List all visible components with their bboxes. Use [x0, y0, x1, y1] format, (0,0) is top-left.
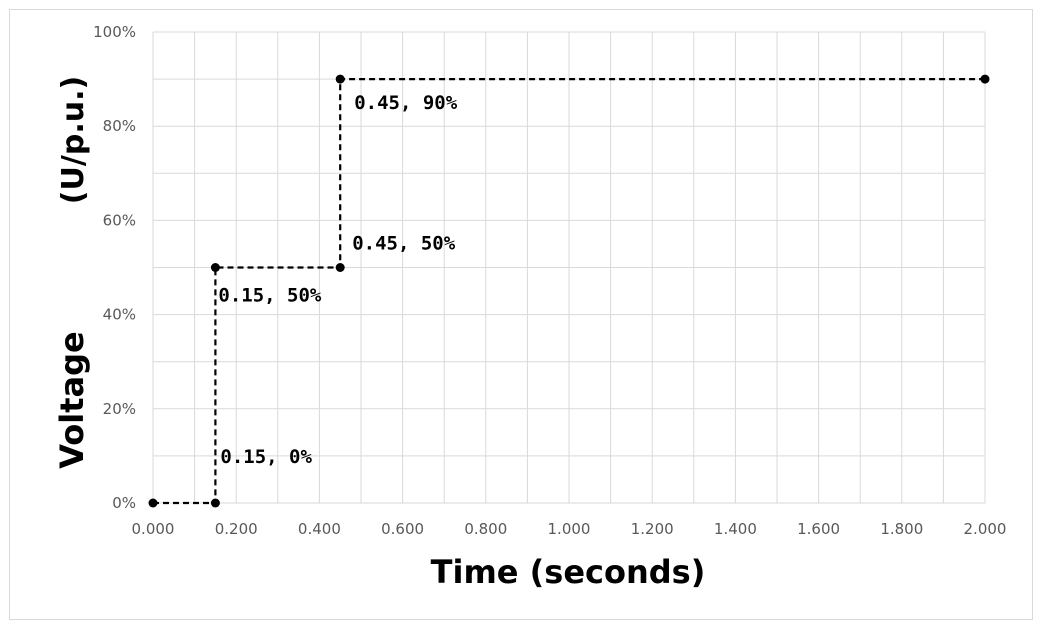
- y-tick-label: 100%: [93, 23, 136, 41]
- data-label: 0.15, 50%: [218, 285, 322, 307]
- x-tick-label: 1.800: [880, 520, 923, 538]
- series-line: [153, 78, 985, 505]
- data-point: [210, 498, 220, 508]
- y-tick-label: 80%: [103, 117, 136, 135]
- y-tick-labels: 0% 20% 40% 60% 80% 100%: [93, 23, 136, 512]
- data-point: [148, 498, 158, 508]
- chart-frame: [9, 9, 1033, 620]
- x-tick-label: 0.400: [298, 520, 341, 538]
- x-tick-label: 0.200: [215, 520, 258, 538]
- y-tick-label: 40%: [103, 306, 136, 324]
- x-tick-labels: 0.000 0.200 0.400 0.600 0.800 1.000 1.200 1.400…: [132, 520, 1007, 538]
- x-tick-label: 0.600: [381, 520, 424, 538]
- data-label: 0.45, 50%: [352, 233, 456, 255]
- x-tick-label: 0.000: [132, 520, 175, 538]
- data-label: 0.15, 0%: [220, 446, 312, 468]
- y-axis-title: Voltage: [53, 331, 91, 468]
- y-tick-label: 20%: [103, 400, 136, 418]
- data-label: 0.45, 90%: [354, 92, 458, 114]
- x-tick-label: 1.400: [714, 520, 757, 538]
- x-tick-label: 0.800: [464, 520, 507, 538]
- x-tick-label: 1.600: [797, 520, 840, 538]
- x-tick-label: 1.000: [548, 520, 591, 538]
- y-tick-label: 60%: [103, 211, 136, 229]
- data-point: [210, 263, 220, 272]
- data-point: [335, 263, 345, 272]
- x-tick-label: 2.000: [964, 520, 1007, 538]
- data-points: [148, 74, 990, 508]
- y-axis-unit: (U/p.u.): [56, 76, 91, 204]
- grid: [152, 31, 986, 504]
- data-point: [335, 74, 345, 84]
- y-tick-label: 0%: [112, 494, 136, 512]
- data-series: [153, 78, 985, 505]
- data-point: [980, 74, 990, 84]
- x-axis-title: Time (seconds): [431, 553, 706, 591]
- data-labels: 0.15, 0% 0.15, 50% 0.45, 50% 0.45, 90%: [218, 92, 457, 468]
- x-tick-label: 1.200: [631, 520, 674, 538]
